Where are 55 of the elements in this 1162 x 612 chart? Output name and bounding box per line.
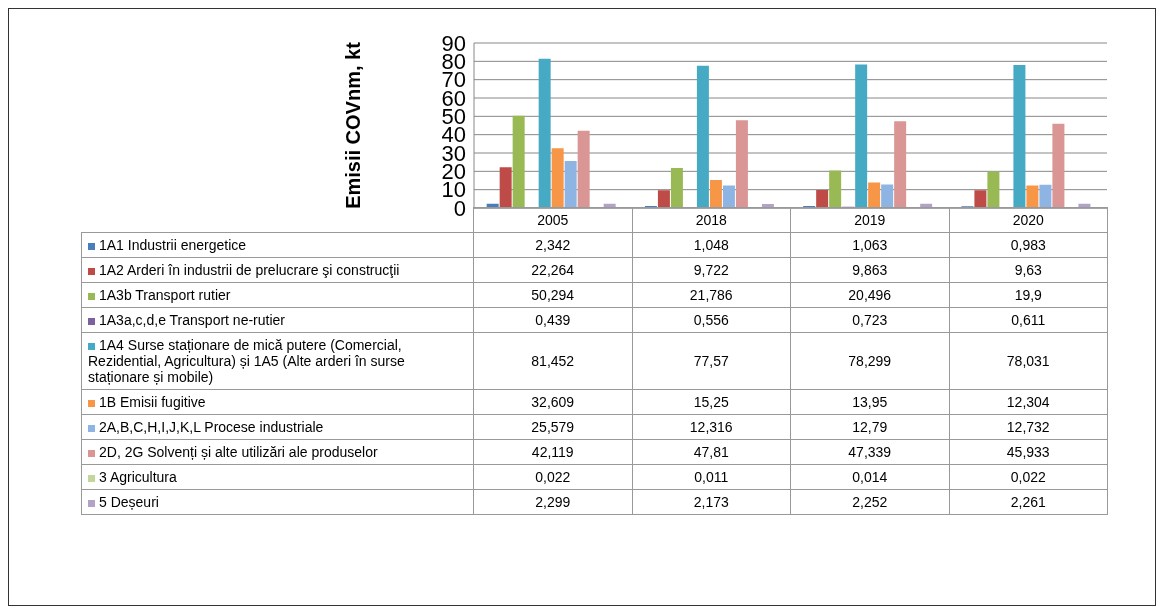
data-label: 32,609 (473, 389, 632, 415)
data-label: 21,786 (632, 282, 791, 308)
data-label: 22,264 (473, 257, 632, 283)
data-label: 25,579 (473, 414, 632, 440)
legend-label: 1A2 Arderi în industrii de prelucrare şi construcţii (81, 257, 474, 283)
data-label: 0,439 (473, 307, 632, 333)
data-label: 2,342 (473, 232, 632, 258)
data-label: 12,732 (949, 414, 1108, 440)
x-tick-label: 2019 (790, 207, 949, 233)
data-label: 42,119 (473, 439, 632, 465)
data-label: 20,496 (790, 282, 949, 308)
data-label: 12,316 (632, 414, 791, 440)
data-label: 12,304 (949, 389, 1108, 415)
legend-label: 2A,B,C,H,I,J,K,L Procese industriale (81, 414, 474, 440)
data-label: 78,031 (949, 332, 1108, 390)
data-label: 0,983 (949, 232, 1108, 258)
legend-label: 3 Agricultura (81, 464, 474, 490)
legend-label: 1B Emisii fugitive (81, 389, 474, 415)
data-label: 9,722 (632, 257, 791, 283)
data-label: 81,452 (473, 332, 632, 390)
data-label: 0,556 (632, 307, 791, 333)
data-label: 1,063 (790, 232, 949, 258)
data-label: 0,723 (790, 307, 949, 333)
data-label: 2,252 (790, 489, 949, 515)
data-label: 47,339 (790, 439, 949, 465)
x-tick-label: 2005 (473, 207, 632, 233)
x-tick-label: 2020 (949, 207, 1108, 233)
x-tick-label: 2018 (632, 207, 791, 233)
data-label: 9,863 (790, 257, 949, 283)
legend-label: 1A3a,c,d,e Transport ne-rutier (81, 307, 474, 333)
data-label: 50,294 (473, 282, 632, 308)
data-label: 2,173 (632, 489, 791, 515)
data-label: 0,022 (473, 464, 632, 490)
legend-label: 1A3b Transport rutier (81, 282, 474, 308)
data-label: 0,022 (949, 464, 1108, 490)
y-axis-title: Emisii COVnm, kt (342, 41, 365, 209)
data-label: 45,933 (949, 439, 1108, 465)
data-label: 13,95 (790, 389, 949, 415)
data-label: 2,299 (473, 489, 632, 515)
data-label: 78,299 (790, 332, 949, 390)
legend-label: 1A4 Surse staționare de mică putere (Comercial, Rezidential, Agricultura) și 1A5 (Alte arderi în surse staționare și mobile) (81, 332, 474, 390)
data-label: 77,57 (632, 332, 791, 390)
data-label: 0,611 (949, 307, 1108, 333)
data-label: 15,25 (632, 389, 791, 415)
data-label: 0,011 (632, 464, 791, 490)
legend-label: 5 Deșeuri (81, 489, 474, 515)
data-label: 1,048 (632, 232, 791, 258)
legend-label: 2D, 2G Solvenți și alte utilizări ale produselor (81, 439, 474, 465)
data-label: 9,63 (949, 257, 1108, 283)
data-label: 12,79 (790, 414, 949, 440)
data-label: 2,261 (949, 489, 1108, 515)
legend-label: 1A1 Industrii energetice (81, 232, 474, 258)
data-label: 19,9 (949, 282, 1108, 308)
data-label: 47,81 (632, 439, 791, 465)
data-label: 0,014 (790, 464, 949, 490)
